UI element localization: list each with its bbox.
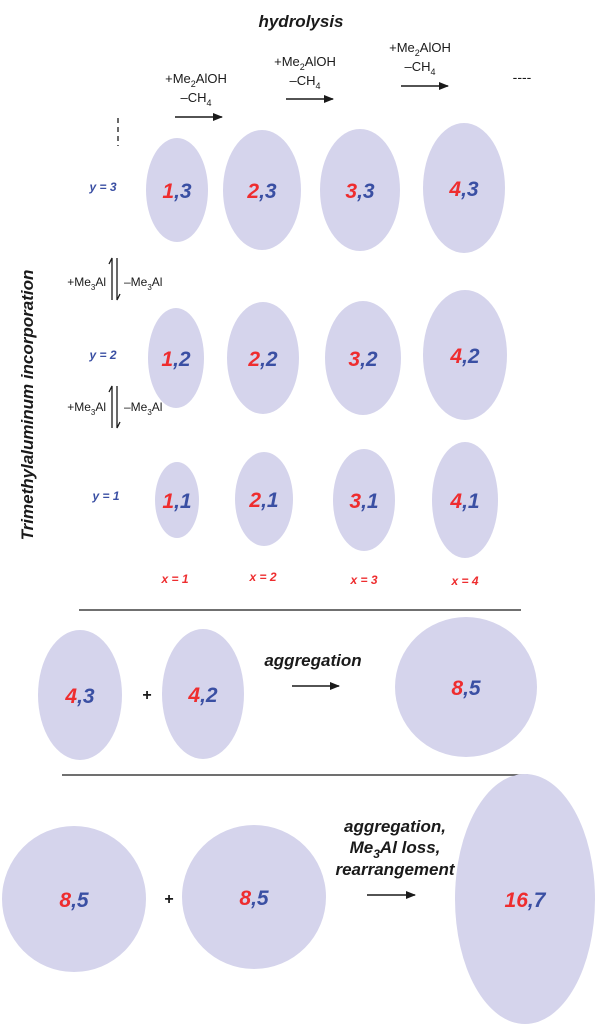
cluster-2-1: 2,1 — [235, 452, 293, 546]
equilibrium-2: +Me3Al –Me3Al — [67, 385, 162, 429]
equilibrium-add-label: +Me3Al — [67, 400, 106, 417]
cluster-ellipse — [38, 630, 122, 760]
equilibrium-arrow-up — [108, 385, 113, 428]
cluster-label: 4,2 — [187, 684, 218, 707]
cluster-label: 8,5 — [239, 887, 269, 910]
step-byproduct: –CH4 — [180, 90, 211, 108]
cluster-ellipse — [182, 825, 326, 969]
cluster-3-2: 3,2 — [325, 301, 401, 415]
y-label-1: y = 1 — [91, 489, 119, 503]
equilibrium-arrow-down — [116, 386, 121, 429]
cluster-ellipse — [333, 449, 395, 551]
equilibrium-add-label: +Me3Al — [67, 275, 106, 292]
cluster-label: 3,2 — [348, 348, 378, 371]
equilibrium-1: +Me3Al –Me3Al — [67, 257, 162, 301]
rearrangement-reactant-b: 8,5 — [182, 825, 326, 969]
rearrangement-label-line-3: rearrangement — [335, 860, 455, 879]
cluster-label: 3,3 — [345, 180, 375, 203]
cluster-ellipse — [146, 138, 208, 242]
equilibrium-arrow-up — [108, 257, 113, 300]
cluster-label: 2,2 — [247, 348, 278, 371]
cluster-ellipse — [148, 308, 204, 408]
equilibrium-arrow-down — [116, 258, 121, 301]
cluster-ellipse — [325, 301, 401, 415]
aggregation-product: 8,5 — [395, 617, 537, 757]
hydrolysis-step-3: +Me2AlOH –CH4 — [389, 40, 451, 90]
x-label-3: x = 3 — [349, 573, 377, 587]
cluster-ellipse — [2, 826, 146, 972]
step-byproduct: –CH4 — [289, 73, 320, 91]
cluster-1-1: 1,1 — [155, 462, 199, 538]
x-label-4: x = 4 — [450, 574, 478, 588]
hydrolysis-title: hydrolysis — [258, 12, 343, 31]
cluster-label: 3,1 — [349, 490, 378, 513]
cluster-4-2: 4,2 — [423, 290, 507, 420]
cluster-label: 4,1 — [449, 490, 479, 513]
rearrangement-label-line-1: aggregation, — [344, 817, 446, 836]
cluster-ellipse — [320, 129, 400, 251]
cluster-ellipse — [227, 302, 299, 414]
cluster-1-3: 1,3 — [146, 138, 208, 242]
cluster-label: 1,2 — [161, 348, 191, 371]
cluster-ellipse — [395, 617, 537, 757]
rearrangement-reactant-a: 8,5 — [2, 826, 146, 972]
y-label-2: y = 2 — [88, 348, 116, 362]
plus-sign: + — [164, 891, 173, 908]
cluster-3-1: 3,1 — [333, 449, 395, 551]
cluster-4-3: 4,3 — [423, 123, 505, 253]
step-byproduct: –CH4 — [404, 59, 435, 77]
cluster-1-2: 1,2 — [148, 308, 204, 408]
cluster-label: 2,1 — [248, 489, 278, 512]
cluster-label: 1,1 — [162, 490, 191, 513]
cluster-ellipse — [223, 130, 301, 250]
cluster-ellipse — [162, 629, 244, 759]
hydrolysis-step-1: +Me2AlOH –CH4 — [165, 71, 227, 121]
side-axis-title: Trimethylaluminum incorporation — [18, 270, 37, 541]
equilibrium-remove-label: –Me3Al — [124, 400, 162, 417]
cluster-label: 4,2 — [449, 345, 480, 368]
hydrolysis-step-2: +Me2AlOH –CH4 — [274, 54, 336, 103]
step-reagent: +Me2AlOH — [389, 40, 451, 58]
step-reagent: +Me2AlOH — [165, 71, 227, 89]
cluster-ellipse — [423, 123, 505, 253]
cluster-ellipse — [155, 462, 199, 538]
aggregation-reactant-b: 4,2 — [162, 629, 244, 759]
cluster-2-3: 2,3 — [223, 130, 301, 250]
cluster-label: 4,3 — [448, 178, 479, 201]
cluster-ellipse — [455, 774, 595, 1024]
cluster-ellipse — [423, 290, 507, 420]
cluster-ellipse — [235, 452, 293, 546]
cluster-label: 2,3 — [246, 180, 277, 203]
cluster-4-1: 4,1 — [432, 442, 498, 558]
x-label-1: x = 1 — [160, 572, 188, 586]
y-label-3: y = 3 — [88, 180, 116, 194]
cluster-ellipse — [432, 442, 498, 558]
continuation-dashes-right: ---- — [513, 69, 532, 85]
cluster-label: 1,3 — [162, 180, 192, 203]
rearrangement-product: 16,7 — [455, 774, 595, 1024]
cluster-2-2: 2,2 — [227, 302, 299, 414]
cluster-label: 8,5 — [59, 889, 89, 912]
x-label-2: x = 2 — [248, 570, 276, 584]
step-reagent: +Me2AlOH — [274, 54, 336, 72]
aggregation-reactant-a: 4,3 — [38, 630, 122, 760]
aggregation-label: aggregation — [264, 651, 361, 670]
cluster-label: 4,3 — [64, 685, 95, 708]
equilibrium-remove-label: –Me3Al — [124, 275, 162, 292]
plus-sign: + — [142, 687, 151, 704]
cluster-3-3: 3,3 — [320, 129, 400, 251]
cluster-label: 8,5 — [451, 677, 481, 700]
cluster-label: 16,7 — [505, 889, 547, 912]
rearrangement-label-line-2: Me3Al loss, — [350, 838, 441, 861]
